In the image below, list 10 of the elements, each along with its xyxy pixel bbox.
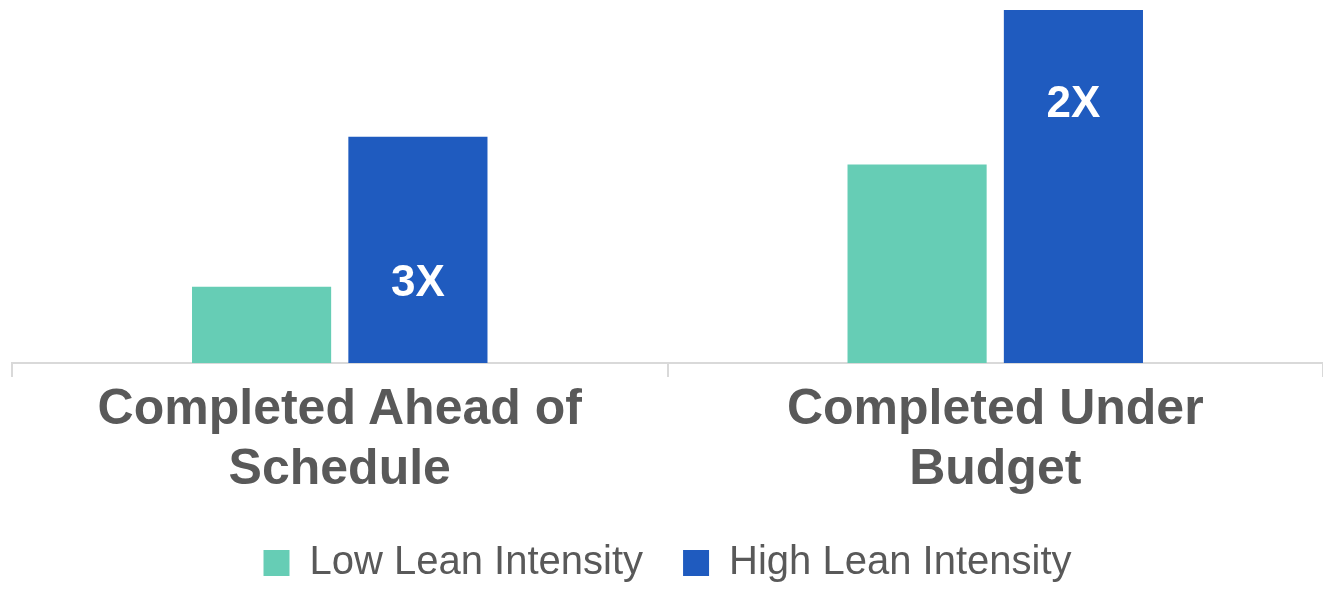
annotation: 2X bbox=[1046, 77, 1101, 127]
x-tick-label: Completed Ahead of Schedule bbox=[97, 378, 583, 495]
bar bbox=[847, 164, 987, 363]
x-tick-label: Completed Under Budget bbox=[786, 378, 1204, 495]
legend-label: High Lean Intensity bbox=[729, 538, 1072, 583]
bar bbox=[192, 286, 332, 363]
bar bbox=[1003, 10, 1143, 363]
legend-label: Low Lean Intensity bbox=[309, 538, 644, 583]
bar bbox=[348, 136, 488, 363]
annotation: 3X bbox=[391, 255, 445, 305]
